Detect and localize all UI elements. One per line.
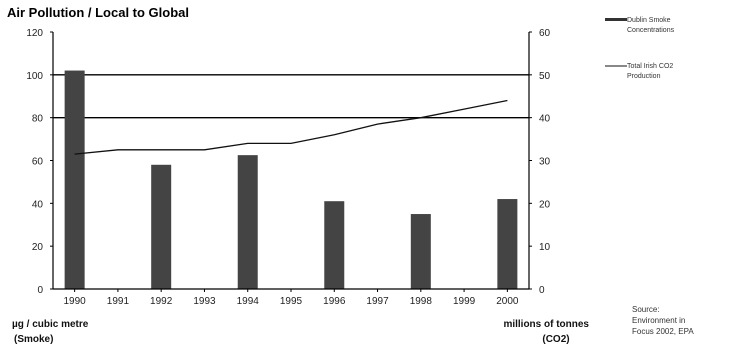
legend-smoke-line2: Concentrations	[627, 27, 675, 34]
right-tick-labels: 0 10 20 30 40 50 60	[529, 28, 551, 296]
legend-smoke-line1: Dublin Smoke	[627, 17, 671, 24]
bar-1996	[324, 201, 345, 289]
right-tick-10: 10	[539, 242, 551, 253]
axes	[52, 32, 530, 290]
left-tick-40: 40	[32, 199, 44, 210]
bar-series	[64, 70, 518, 289]
right-tick-40: 40	[539, 114, 551, 125]
left-tick-0: 0	[37, 285, 43, 296]
x-tick-1996: 1996	[323, 296, 346, 307]
x-tick-1999: 1999	[453, 296, 476, 307]
source-line3: Focus 2002, EPA	[632, 327, 694, 336]
legend-smoke-label: Dublin Smoke Concentrations	[627, 17, 675, 34]
source-line2: Environment in	[632, 316, 685, 325]
x-tick-2000: 2000	[496, 296, 519, 307]
x-tick-1994: 1994	[237, 296, 260, 307]
legend-co2-line2: Production	[627, 73, 661, 80]
right-tick-0: 0	[539, 285, 545, 296]
left-tick-labels: 0 20 40 60 80 100 120	[26, 28, 53, 296]
x-tick-1998: 1998	[410, 296, 433, 307]
x-tick-labels: 1990 1991 1992 1993 1994 1995 1996 1997 1998 1999…	[64, 289, 519, 307]
bar-1998	[410, 214, 431, 289]
chart-title: Air Pollution / Local to Global	[7, 5, 189, 20]
right-tick-20: 20	[539, 199, 551, 210]
left-tick-100: 100	[26, 71, 43, 82]
bar-1994	[237, 155, 258, 289]
source-note: Source: Environment in Focus 2002, EPA	[632, 305, 694, 336]
x-tick-1995: 1995	[280, 296, 303, 307]
source-line1: Source:	[632, 305, 660, 314]
legend-co2-line1: Total Irish CO2	[627, 63, 673, 70]
x-tick-1992: 1992	[150, 296, 173, 307]
bar-2000	[497, 199, 518, 289]
legend-co2-label: Total Irish CO2 Production	[627, 63, 675, 80]
co2-line	[74, 99, 508, 155]
left-axis-label-line2: (Smoke)	[14, 334, 53, 345]
right-tick-50: 50	[539, 71, 551, 82]
x-tick-1997: 1997	[366, 296, 389, 307]
right-tick-30: 30	[539, 157, 551, 168]
bar-1992	[151, 164, 172, 289]
right-axis-label-line1: millions of tonnes	[503, 319, 589, 330]
right-axis-label-line2: (CO2)	[542, 334, 569, 345]
left-tick-20: 20	[32, 242, 44, 253]
x-tick-1990: 1990	[64, 296, 87, 307]
legend: Dublin Smoke Concentrations Total Irish …	[605, 17, 675, 80]
left-tick-80: 80	[32, 114, 44, 125]
left-tick-120: 120	[26, 28, 43, 39]
legend-smoke-swatch	[605, 18, 627, 21]
bar-1990	[64, 70, 85, 289]
right-tick-60: 60	[539, 28, 551, 39]
x-tick-1993: 1993	[193, 296, 216, 307]
reference-lines	[53, 74, 529, 119]
left-axis-label-line1: µg / cubic metre	[12, 319, 89, 330]
left-tick-60: 60	[32, 157, 44, 168]
x-tick-1991: 1991	[107, 296, 130, 307]
